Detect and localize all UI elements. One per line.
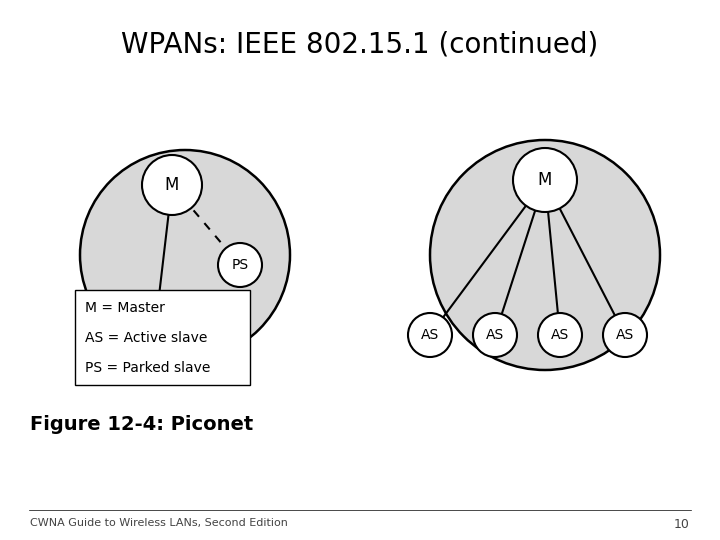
Circle shape <box>408 313 452 357</box>
Text: AS: AS <box>421 328 439 342</box>
Text: AS: AS <box>616 328 634 342</box>
Text: AS: AS <box>486 328 504 342</box>
Circle shape <box>430 140 660 370</box>
Circle shape <box>603 313 647 357</box>
Text: AS: AS <box>551 328 569 342</box>
Text: CWNA Guide to Wireless LANs, Second Edition: CWNA Guide to Wireless LANs, Second Edit… <box>30 518 288 528</box>
Text: AS: AS <box>146 323 164 337</box>
Text: WPANs: IEEE 802.15.1 (continued): WPANs: IEEE 802.15.1 (continued) <box>122 30 598 58</box>
Text: M = Master: M = Master <box>85 301 165 315</box>
Circle shape <box>218 243 262 287</box>
Text: AS = Active slave: AS = Active slave <box>85 331 207 345</box>
Circle shape <box>80 150 290 360</box>
Text: Figure 12-4: Piconet: Figure 12-4: Piconet <box>30 415 253 434</box>
Text: M: M <box>165 176 179 194</box>
Circle shape <box>513 148 577 212</box>
Text: PS = Parked slave: PS = Parked slave <box>85 361 210 375</box>
Bar <box>75 290 250 385</box>
Circle shape <box>538 313 582 357</box>
Circle shape <box>473 313 517 357</box>
Circle shape <box>131 306 179 354</box>
Text: 10: 10 <box>674 518 690 531</box>
Circle shape <box>142 155 202 215</box>
Text: PS: PS <box>231 258 248 272</box>
Text: M: M <box>538 171 552 189</box>
